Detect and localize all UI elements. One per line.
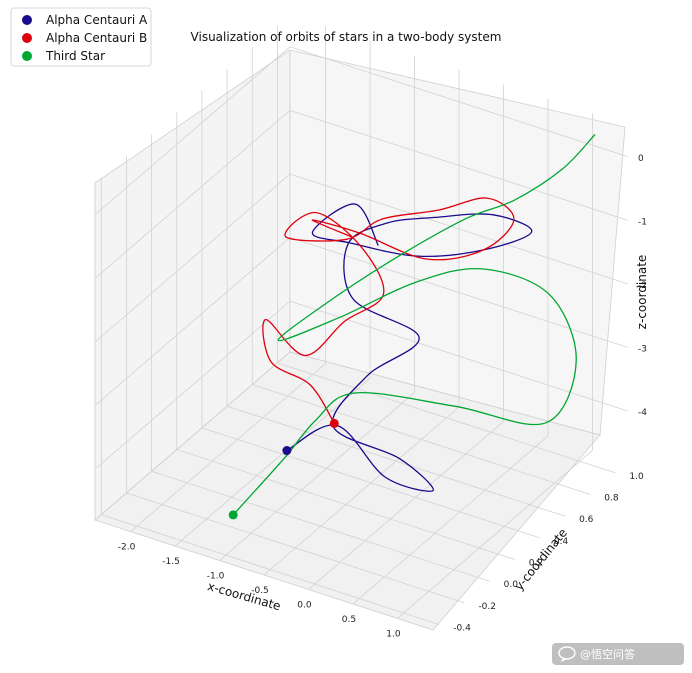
legend-marker-0 <box>22 15 32 25</box>
watermark-bg <box>552 643 684 665</box>
legend-marker-1 <box>22 33 32 43</box>
y-tick-label: 1.0 <box>629 472 644 482</box>
y-grid-floor-5 <box>226 405 566 517</box>
x-tick-label: 1.0 <box>386 629 401 639</box>
series-markers <box>228 418 339 520</box>
x-grid-floor-6 <box>397 450 593 619</box>
y-grid-floor-6 <box>252 384 591 495</box>
x-grid-floor-2 <box>219 392 415 561</box>
y-grid-floor-3 <box>176 449 515 560</box>
x-tick-label: -1.5 <box>162 557 180 567</box>
z-grid-back-0 <box>289 46 629 158</box>
z-tick-label: -4 <box>638 408 647 418</box>
z-tick-label: 0 <box>638 154 644 164</box>
x-grid-floor-0 <box>130 363 326 532</box>
z-tick-label: -3 <box>638 345 647 355</box>
legend-box <box>10 7 152 67</box>
z-grid-left-0 <box>94 46 291 216</box>
x-tick-label: -0.5 <box>251 586 269 596</box>
z-grid-left-2 <box>94 173 291 343</box>
y-grid-floor-4 <box>201 427 541 539</box>
z-grid-back-2 <box>289 173 629 285</box>
series-line-1 <box>262 197 515 424</box>
z-grid-left-1 <box>94 110 291 279</box>
z-grid-back-1 <box>289 109 629 221</box>
y-tick-label: -0.2 <box>478 602 496 612</box>
y-grid-floor-1 <box>126 492 465 604</box>
legend-label-1: Alpha Centauri B <box>46 31 147 45</box>
z-tick-label: -2 <box>638 281 647 291</box>
z-tick-label: -1 <box>638 217 647 227</box>
speech-bubble-icon <box>558 646 576 662</box>
legend: Alpha Centauri A Alpha Centauri B Third … <box>10 7 152 67</box>
y-tick-label: 0.6 <box>579 515 594 525</box>
z-grid-left-4 <box>94 300 291 470</box>
chart-title: Visualization of orbits of stars in a tw… <box>191 30 502 44</box>
y-tick-label: 0.4 <box>554 537 569 547</box>
series-line-2 <box>232 134 596 516</box>
y-grid-floor-0 <box>101 514 440 625</box>
watermark-text: @悟空问答 <box>580 647 635 661</box>
y-tick-label: -0.4 <box>453 624 471 634</box>
series-marker-2 <box>228 510 238 520</box>
x-tick-label: 0.0 <box>297 600 312 610</box>
y-tick-label: 0.0 <box>504 580 519 590</box>
legend-marker-2 <box>22 51 32 61</box>
y-tick-label: 0.2 <box>529 559 543 569</box>
y-tick-label: 0.8 <box>604 494 619 504</box>
z-axis-label: z-coordinate <box>635 255 649 330</box>
x-axis-label: x-coordinate <box>206 579 282 613</box>
x-grid-floor-5 <box>352 435 549 605</box>
z-grid-back-3 <box>289 237 629 348</box>
legend-label-0: Alpha Centauri A <box>46 13 148 27</box>
y-axis-label: y-coordinate <box>512 526 570 593</box>
y-grid-floor-7 <box>277 362 616 474</box>
pane-floor <box>94 351 601 631</box>
legend-label-2: Third Star <box>45 49 105 63</box>
x-tick-label: -1.0 <box>207 572 225 582</box>
series-lines <box>232 134 596 516</box>
y-grid-floor-2 <box>151 470 490 582</box>
x-tick-label: 0.5 <box>342 615 356 625</box>
x-grid-floor-4 <box>308 421 504 590</box>
series-marker-1 <box>329 418 339 428</box>
watermark: @悟空问答 <box>552 643 684 665</box>
series-marker-0 <box>282 446 292 456</box>
x-grid-floor-1 <box>174 377 371 547</box>
x-grid-floor-3 <box>263 406 460 576</box>
z-grid-left-3 <box>94 237 291 406</box>
x-tick-label: -2.0 <box>118 543 136 553</box>
tick-labels: -2.0 -1.5 -1.0 -0.5 0.0 0.5 1.0 -0.4 -0.2 0.0 0.2 0… <box>118 154 647 640</box>
